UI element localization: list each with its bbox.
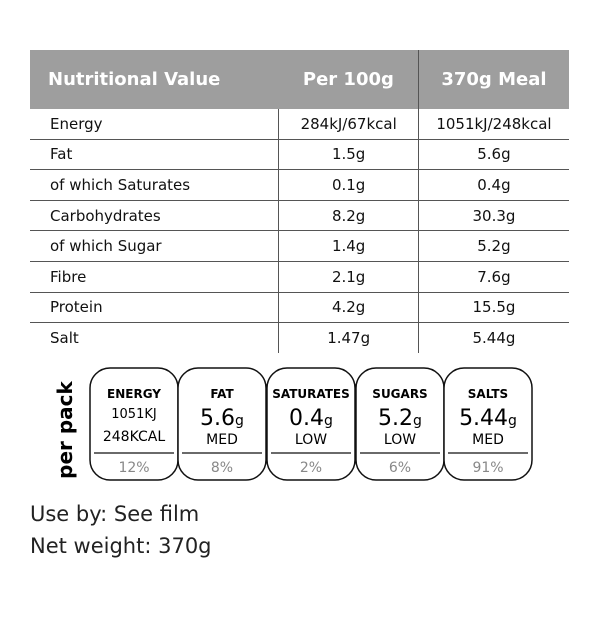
table-cell: 15.5g — [418, 292, 569, 324]
badge — [177, 367, 267, 481]
table-cell: 0.1g — [278, 169, 419, 201]
header-cell: Per 100g — [278, 50, 419, 109]
table-row: Fat 1.5g 5.6g — [30, 139, 569, 171]
table-row: Carbohydrates 8.2g 30.3g — [30, 200, 569, 232]
badge-percent: 2% — [300, 460, 322, 476]
badge — [443, 367, 533, 481]
per-pack-panel: per pack ENERGY1051KJ248KCAL12%FAT5.6gME… — [53, 367, 533, 481]
table-cell: 5.6g — [418, 139, 569, 171]
table-cell: 1051kJ/248kcal — [418, 109, 569, 140]
table-row: of which Saturates 0.1g 0.4g — [30, 169, 569, 201]
badge-name: SUGARS — [372, 387, 427, 401]
table-cell: 1.5g — [278, 139, 419, 171]
table-cell: 2.1g — [278, 261, 419, 293]
table-row: Fibre 2.1g 7.6g — [30, 261, 569, 293]
badge-amount-value: 5.6 — [200, 406, 235, 431]
badge-unit: g — [413, 413, 422, 429]
table-cell: Salt — [50, 328, 79, 347]
table-cell: 4.2g — [278, 292, 419, 324]
badge-kj: 1051KJ — [111, 407, 156, 422]
badge-name: SALTS — [468, 387, 508, 401]
nutrition-table: Nutritional Value Per 100g 370g Meal Energy… — [30, 50, 569, 353]
badge-percent: 6% — [389, 460, 411, 476]
badge-level: MED — [206, 432, 238, 448]
table-cell: Fat — [30, 139, 279, 171]
badge-percent: 91% — [472, 460, 503, 476]
table-row: Protein 4.2g 15.5g — [30, 292, 569, 324]
badge-amount-value: 5.2 — [378, 406, 413, 431]
table-cell: 284kJ/67kcal — [278, 109, 419, 140]
badge-amount-value: 5.44 — [459, 406, 508, 431]
table-cell: 1.4g — [278, 230, 419, 262]
badge-unit: g — [324, 413, 333, 429]
badge-percent: 8% — [211, 460, 233, 476]
table-row: of which Sugar 1.4g 5.2g — [30, 230, 569, 262]
badge-name: ENERGY — [107, 387, 161, 401]
table-cell: 7.6g — [418, 261, 569, 293]
badge-unit: g — [508, 413, 517, 429]
table-cell: Protein — [30, 292, 279, 324]
badge-amount: 5.2g — [378, 406, 422, 431]
table-cell: Energy — [30, 109, 279, 140]
table-row: Salt 1.47g 5.44g — [30, 322, 569, 353]
badge-percent: 12% — [118, 460, 149, 476]
badge-level: MED — [472, 432, 504, 448]
badge-level: LOW — [295, 432, 327, 448]
table-cell: 30.3g — [418, 200, 569, 232]
badge-amount: 0.4g — [289, 406, 333, 431]
table-cell: Fibre — [30, 261, 279, 293]
badge-amount-value: 0.4 — [289, 406, 324, 431]
table-cell: Carbohydrates — [30, 200, 279, 232]
table-cell: 5.44g — [472, 328, 516, 347]
badge — [266, 367, 356, 481]
net-weight: Net weight: 370g — [30, 534, 212, 558]
header-cell: Nutritional Value — [30, 50, 279, 109]
badge-amount: 5.6g — [200, 406, 244, 431]
table-cell: 0.4g — [418, 169, 569, 201]
table-cell: 5.2g — [418, 230, 569, 262]
table-cell: of which Sugar — [30, 230, 279, 262]
table-cell: 8.2g — [278, 200, 419, 232]
table-row: Energy 284kJ/67kcal 1051kJ/248kcal — [30, 109, 569, 140]
per-pack-label: per pack — [53, 380, 77, 478]
header-cell: 370g Meal — [418, 50, 569, 109]
table-cell: 1.47g — [278, 322, 419, 353]
use-by: Use by: See film — [30, 502, 200, 526]
badge-level: LOW — [384, 432, 416, 448]
badge-kcal: 248KCAL — [103, 429, 165, 445]
badge-unit: g — [235, 413, 244, 429]
table-cell: of which Saturates — [30, 169, 279, 201]
badge-name: FAT — [210, 387, 234, 401]
badge-amount: 5.44g — [459, 406, 517, 431]
badge-name: SATURATES — [272, 387, 350, 401]
